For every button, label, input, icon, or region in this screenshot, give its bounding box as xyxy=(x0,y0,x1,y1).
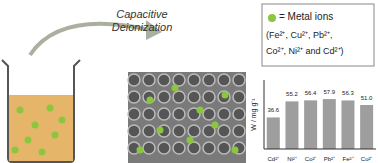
html-text:Co²⁺, Ni²⁺ and Cd²⁺): Co²⁺, Ni²⁺ and Cd²⁺) xyxy=(266,46,344,56)
html-text:(Fe²⁺, Cu²⁺, Pb²⁺,: (Fe²⁺, Cu²⁺, Pb²⁺, xyxy=(266,30,333,40)
svg-text:W / mg g⁻¹: W / mg g⁻¹ xyxy=(250,98,258,131)
svg-text:55.2: 55.2 xyxy=(286,91,298,97)
svg-text:36.6: 36.6 xyxy=(267,107,279,113)
svg-text:Cu²⁺: Cu²⁺ xyxy=(361,156,370,162)
svg-text:Pb²⁺: Pb²⁺ xyxy=(324,156,335,162)
html-text:= Metal ions: = Metal ions xyxy=(279,11,334,22)
svg-text:Co²⁺: Co²⁺ xyxy=(305,156,317,162)
svg-text:51.0: 51.0 xyxy=(361,95,370,101)
html-text:Capacitive Deionization: Capacitive Deionization xyxy=(111,8,173,33)
svg-text:Fe²⁺: Fe²⁺ xyxy=(343,156,354,162)
svg-text:Ni²⁺: Ni²⁺ xyxy=(287,156,297,162)
svg-text:57.9: 57.9 xyxy=(323,89,335,95)
svg-text:56.4: 56.4 xyxy=(305,90,317,96)
svg-text:Cd²⁺: Cd²⁺ xyxy=(267,156,279,162)
svg-text:56.3: 56.3 xyxy=(342,90,354,96)
